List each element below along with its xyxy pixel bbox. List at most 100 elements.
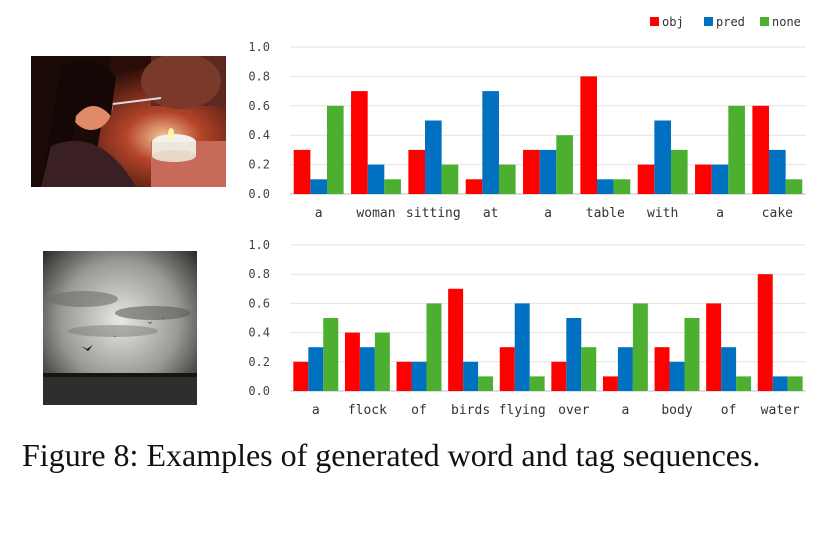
bar-pred [308, 347, 324, 391]
x-tick-label: a [544, 206, 552, 221]
bar-pred [772, 376, 788, 391]
bar-none [323, 318, 339, 391]
bar-obj [757, 274, 773, 391]
photo-birds-water [43, 251, 197, 405]
bar-obj [752, 105, 770, 194]
x-tick-label: over [558, 403, 589, 418]
bar-pred [514, 303, 530, 391]
x-tick-label: cake [762, 206, 793, 221]
chart-top: 0.0 0.2 0.4 0.6 0.8 1.0 a woman sitting at a table w… [248, 40, 806, 221]
x-tick-label: flock [348, 403, 387, 418]
y-tick-label: 0.2 [248, 158, 270, 172]
legend: obj pred none [650, 15, 801, 29]
bar-pred [654, 120, 671, 194]
bar-obj [637, 164, 655, 194]
y-tick-label: 0.6 [248, 99, 270, 113]
y-tick-label: 1.0 [248, 238, 270, 252]
bar-obj [523, 149, 540, 194]
x-tick-label: a [312, 403, 320, 418]
bar-obj [706, 303, 722, 391]
x-tick-label: at [483, 206, 499, 221]
figure-caption: Figure 8: Examples of generated word and… [22, 437, 761, 473]
bar-pred [482, 91, 499, 194]
y-tick-label: 0.2 [248, 355, 270, 369]
bar-pred [359, 347, 375, 391]
x-tick-label: with [647, 206, 678, 221]
x-tick-label: a [315, 206, 323, 221]
x-tick-label: woman [356, 206, 395, 221]
legend-label-pred: pred [716, 15, 745, 29]
photo-woman-cake-drawing [31, 56, 226, 187]
bar-pred [597, 179, 614, 194]
bar-obj [448, 288, 464, 391]
bar-pred [711, 164, 729, 194]
x-tick-label: a [716, 206, 724, 221]
charts-area: obj pred none 0.0 0.2 0.4 0.6 0.8 1.0 a woman sitt… [248, 15, 806, 418]
legend-swatch-obj [650, 17, 659, 26]
x-tick-label: a [621, 403, 629, 418]
bar-obj [499, 347, 515, 391]
legend-label-obj: obj [662, 15, 684, 29]
bar-none [728, 105, 745, 194]
bar-obj [654, 347, 670, 391]
bar-none [684, 318, 700, 391]
x-tick-label: of [721, 403, 737, 418]
bar-none [426, 303, 442, 391]
bar-obj [580, 76, 598, 194]
bar-obj [293, 149, 311, 194]
bar-none [441, 164, 459, 194]
bar-none [498, 164, 516, 194]
bar-none [613, 179, 631, 194]
bar-none [326, 105, 344, 194]
bar-none [374, 332, 390, 391]
bar-none [670, 149, 688, 194]
x-tick-label: body [661, 403, 692, 418]
y-tick-label: 0.8 [248, 69, 270, 83]
y-tick-label: 0.4 [248, 128, 270, 142]
bar-pred [425, 120, 442, 194]
bar-pred [411, 361, 427, 391]
bar-none [632, 303, 648, 391]
bar-pred [721, 347, 737, 391]
bar-obj [344, 332, 360, 391]
x-tick-label: table [586, 206, 625, 221]
bar-none [556, 135, 573, 194]
bar-none [787, 376, 803, 391]
x-tick-label: birds [451, 403, 490, 418]
bar-obj [602, 376, 618, 391]
photo-woman-cake [31, 56, 226, 187]
bar-pred [539, 149, 557, 194]
bar-none [785, 179, 803, 194]
bar-pred [769, 149, 786, 194]
photo-birds-water-drawing [43, 251, 197, 405]
bar-pred [463, 361, 479, 391]
x-tick-label: flying [499, 403, 546, 418]
bar-pred [310, 179, 327, 194]
bar-none [736, 376, 752, 391]
bar-none [581, 347, 597, 391]
bar-none [384, 179, 401, 194]
bar-pred [367, 164, 385, 194]
y-tick-label: 0.6 [248, 296, 270, 310]
bar-obj [293, 361, 309, 391]
legend-label-none: none [772, 15, 801, 29]
bar-none [478, 376, 494, 391]
x-tick-label: of [411, 403, 427, 418]
y-tick-label: 0.8 [248, 267, 270, 281]
bar-obj [408, 149, 426, 194]
x-tick-label: sitting [406, 206, 461, 221]
bar-pred [669, 361, 685, 391]
legend-swatch-none [760, 17, 769, 26]
bar-obj [396, 361, 412, 391]
x-tick-label: water [761, 403, 800, 418]
chart-bottom: 0.0 0.2 0.4 0.6 0.8 1.0 a flock of birds flying ove… [248, 238, 806, 418]
y-tick-label: 0.0 [248, 384, 270, 398]
y-tick-label: 0.4 [248, 326, 270, 340]
bar-obj [351, 91, 368, 194]
y-tick-label: 0.0 [248, 187, 270, 201]
bar-pred [617, 347, 633, 391]
bar-none [529, 376, 545, 391]
bar-obj [465, 179, 483, 194]
bar-pred [566, 318, 582, 391]
legend-swatch-pred [704, 17, 713, 26]
